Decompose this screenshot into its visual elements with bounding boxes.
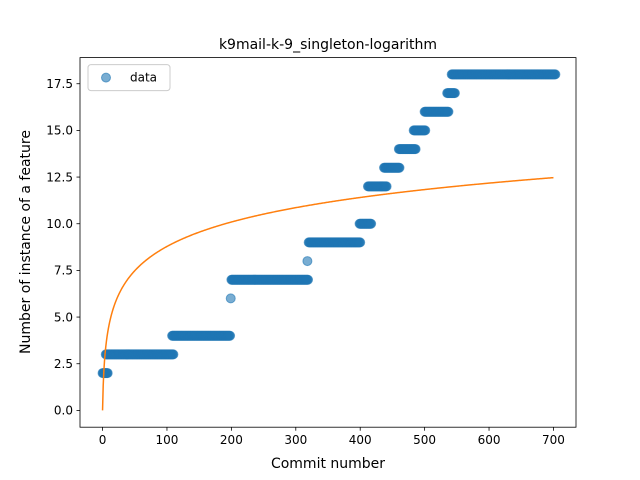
data-point — [366, 218, 377, 229]
x-tick-label: 700 — [542, 433, 565, 447]
fit-line — [101, 176, 554, 411]
data-point — [443, 106, 454, 117]
x-tick-label: 0 — [99, 433, 107, 447]
y-tick-label: 2.5 — [54, 357, 73, 371]
y-tick-label: 17.5 — [46, 77, 73, 91]
y-axis-label: Number of instance of a feature — [18, 130, 34, 354]
x-tick-label: 300 — [284, 433, 307, 447]
data-point — [410, 144, 421, 155]
y-tick-label: 0.0 — [54, 404, 73, 418]
data-point — [225, 330, 236, 341]
y-tick-label: 5.0 — [54, 310, 73, 324]
data-point — [394, 162, 405, 173]
data-point — [381, 181, 392, 192]
data-points-group — [97, 69, 561, 379]
legend-marker-data — [101, 72, 111, 83]
y-tick-label: 15.0 — [46, 124, 73, 138]
x-axis-label: Commit number — [271, 456, 385, 472]
legend: data — [87, 64, 171, 92]
data-point — [225, 293, 236, 304]
data-point — [449, 88, 460, 99]
y-tick-label: 10.0 — [46, 217, 73, 231]
x-tick-label: 200 — [220, 433, 243, 447]
data-point — [303, 274, 314, 285]
x-tick-label: 600 — [478, 433, 501, 447]
data-point — [168, 349, 179, 360]
legend-label-data: data — [130, 71, 157, 85]
x-tick-label: 500 — [413, 433, 436, 447]
fit-line-group — [101, 176, 554, 411]
y-tick-label: 12.5 — [46, 170, 73, 184]
data-point — [355, 237, 366, 248]
axes: 0 100 200 300 400 500 600 700 0.0 2.5 5.0 7.5 10.0 12… — [46, 57, 577, 447]
data-point — [302, 256, 313, 267]
data-point — [420, 125, 431, 136]
y-tick-label: 7.5 — [54, 264, 73, 278]
chart-title: k9mail-k-9_singleton-logarithm — [219, 37, 437, 53]
x-tick-label: 400 — [349, 433, 372, 447]
data-point — [550, 69, 561, 80]
legend-frame — [87, 64, 171, 92]
x-tick-label: 100 — [156, 433, 179, 447]
plot-frame — [79, 57, 577, 428]
